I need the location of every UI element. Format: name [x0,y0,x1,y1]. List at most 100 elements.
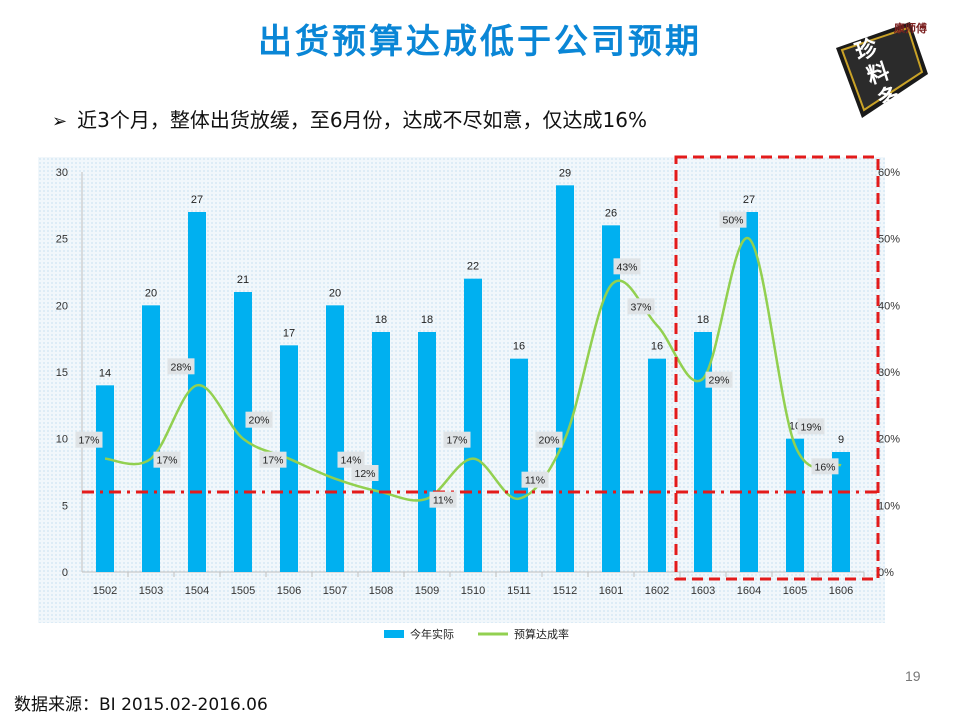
x-tick-label: 1604 [737,585,761,597]
bar-1601 [602,225,620,573]
bar-data-label: 9 [838,434,844,446]
y-right-tick-label: 60% [878,167,900,179]
rate-data-label: 17% [446,435,467,447]
y-left-tick-label: 25 [56,234,68,246]
bar-data-label: 18 [375,314,387,326]
rate-label-bg [521,471,549,488]
x-tick-label: 1505 [231,585,255,597]
x-tick-label: 1605 [783,585,807,597]
bar-1508 [372,332,390,572]
bar-1605 [786,438,804,572]
y-right-tick-label: 50% [878,234,900,246]
rate-label-bg [535,431,563,448]
bar-1603 [694,332,712,572]
x-tick-label: 1509 [415,585,439,597]
highlight-box [674,155,880,581]
x-tick-label: 1606 [829,585,853,597]
rate-label-bg [627,298,655,315]
y-left-tick-label: 20 [56,300,68,312]
y-right-tick-label: 0% [878,567,894,579]
bar-1602 [648,358,666,572]
rate-data-label: 11% [525,475,545,487]
legend-label-bar: 今年实际 [410,627,454,641]
y-right-tick-label: 30% [878,367,900,379]
bar-1507 [326,305,344,572]
rate-data-label: 20% [538,435,559,447]
x-tick-label: 1602 [645,585,669,597]
rate-label-bg [153,451,181,468]
bullet-label: 近3个月，整体出货放缓，至6月份，达成不尽如意，仅达成16% [77,108,647,132]
x-tick-label: 1601 [599,585,623,597]
bullet-text: ➢ 近3个月，整体出货放缓，至6月份，达成不尽如意，仅达成16% [52,104,647,133]
rate-data-label: 17% [156,455,177,467]
bar-data-label: 14 [99,367,111,379]
bar-1505 [234,292,252,572]
bar-data-label: 21 [237,274,249,286]
bar-1504 [188,212,206,572]
page-title: 出货预算达成低于公司预期 [258,22,702,62]
rate-data-label: 28% [170,361,191,373]
x-tick-label: 1508 [369,585,393,597]
x-tick-label: 1511 [507,585,531,597]
rate-label-bg [613,258,641,275]
bar-data-label: 20 [145,287,157,299]
bar-data-label: 20 [329,287,341,299]
bar-data-label: 22 [467,261,479,273]
legend-swatch-bar [384,630,404,638]
x-tick-label: 1507 [323,585,347,597]
data-source: 数据来源：BI 2015.02-2016.06 [14,695,268,715]
x-tick-label: 1510 [461,585,485,597]
bar-data-label: 27 [743,194,755,206]
rate-label-bg [797,418,825,435]
bar-1503 [142,305,160,572]
bar-data-label: 29 [559,167,571,179]
bar-data-label: 27 [191,194,203,206]
rate-data-label: 14% [340,455,361,467]
page-number: 19 [905,668,921,684]
bar-1502 [96,385,114,572]
bar-data-label: 18 [421,314,433,326]
rate-data-label: 17% [78,435,99,447]
x-tick-label: 1512 [553,585,577,597]
rate-label-bg [245,411,273,428]
rate-label-bg [75,431,103,448]
rate-label-bg [429,491,457,508]
zhenliaoduo-logo: 珍 料 多 康师傅 [836,21,928,118]
rate-data-label: 37% [630,301,651,313]
rate-label-bg [705,371,733,388]
rate-data-label: 17% [262,455,283,467]
rate-label-bg [351,465,379,481]
y-left-tick-label: 5 [62,500,68,512]
bullet-arrow-icon: ➢ [52,111,68,132]
rate-data-label: 50% [722,215,743,227]
bar-data-label: 16 [513,341,525,353]
bar-1511 [510,358,528,572]
x-tick-label: 1502 [93,585,117,597]
x-tick-label: 1603 [691,585,715,597]
bar-1512 [556,185,574,573]
y-left-tick-label: 30 [56,167,68,179]
x-tick-label: 1504 [185,585,209,597]
rate-data-label: 43% [616,261,637,273]
bar-1509 [418,332,436,572]
y-left-tick-label: 0 [62,567,68,579]
rate-data-label: 20% [248,415,269,427]
rate-label-bg [259,451,287,468]
y-left-tick-label: 15 [56,367,68,379]
rate-data-label: 11% [433,495,453,507]
y-right-tick-label: 10% [878,500,900,512]
legend-label-line: 预算达成率 [514,627,569,641]
rate-line [104,237,842,502]
rate-data-label: 29% [708,375,729,387]
bar-1510 [464,278,482,572]
rate-data-label: 16% [814,461,835,473]
bar-1604 [740,212,758,572]
svg-text:康师傅: 康师傅 [894,21,927,35]
bar-data-label: 16 [651,341,663,353]
bar-1606 [832,452,850,572]
rate-data-label: 12% [354,468,375,480]
bar-data-label: 18 [697,314,709,326]
bar-data-label: 26 [605,207,617,219]
rate-label-bg [719,211,747,228]
